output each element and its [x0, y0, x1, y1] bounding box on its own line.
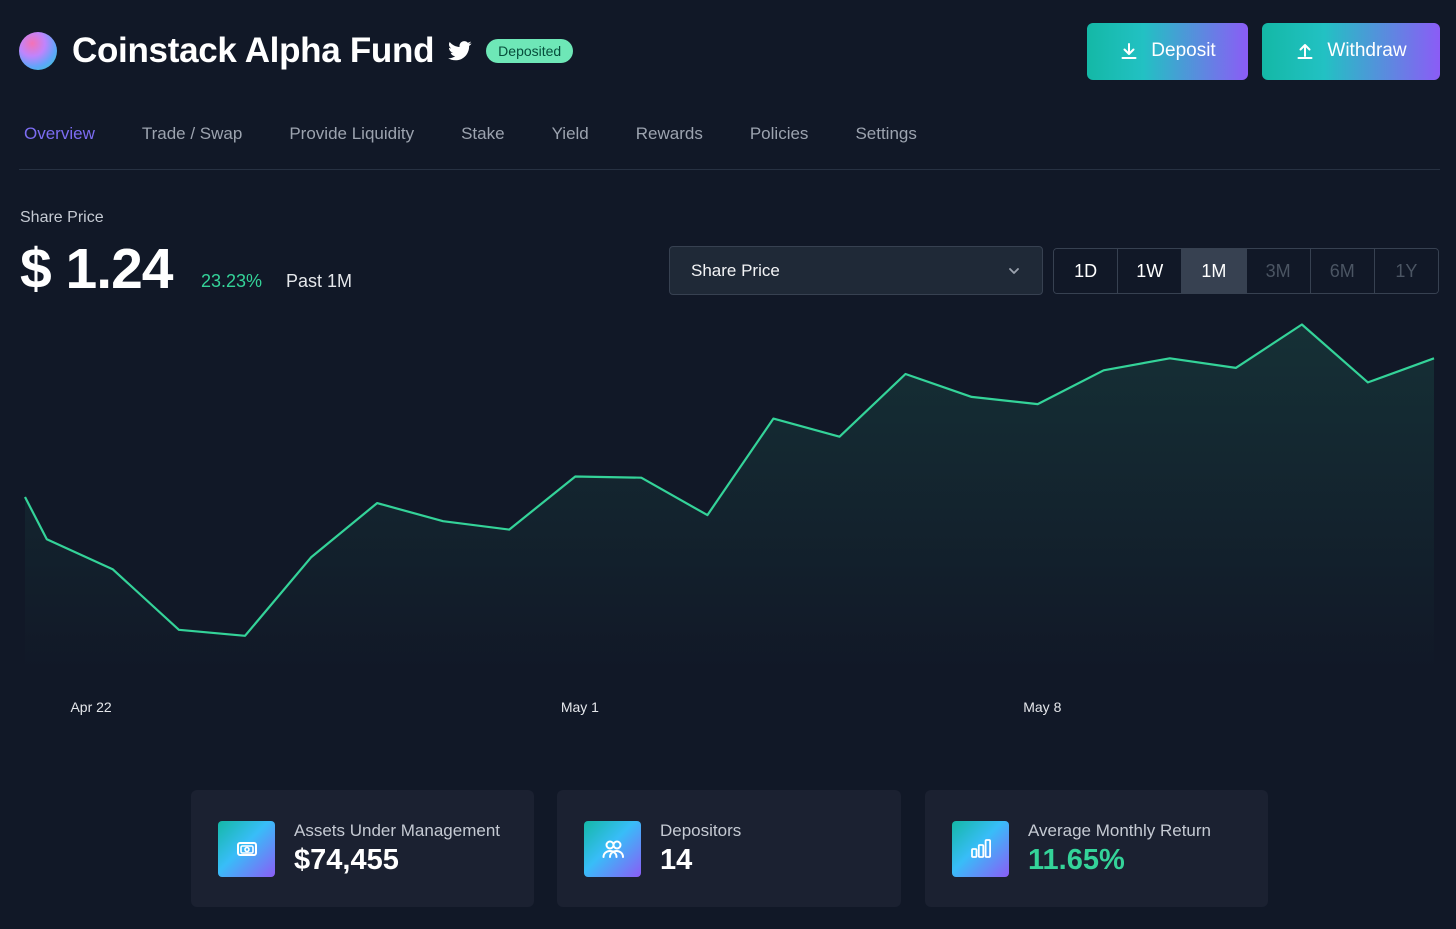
metric-select[interactable]: Share Price: [669, 246, 1043, 295]
tabs-divider: [19, 169, 1440, 170]
range-selector: 1D 1W 1M 3M 6M 1Y: [1053, 248, 1439, 294]
download-icon: [1121, 43, 1137, 59]
chart-series-line: [24, 323, 1435, 637]
withdraw-button[interactable]: Withdraw: [1262, 22, 1440, 80]
fund-title: Coinstack Alpha Fund: [72, 31, 435, 70]
tab-rewards[interactable]: Rewards: [635, 124, 703, 143]
range-6m: 6M: [1310, 249, 1375, 293]
share-price-label: Share Price: [20, 209, 104, 226]
fund-tabs: Overview Trade / Swap Provide Liquidity …: [24, 124, 964, 144]
tab-stake[interactable]: Stake: [461, 124, 505, 143]
stat-value: $74,455: [294, 844, 399, 876]
tab-settings[interactable]: Settings: [855, 124, 917, 143]
range-1d[interactable]: 1D: [1054, 249, 1119, 293]
stat-label: Assets Under Management: [294, 821, 500, 840]
deposit-button[interactable]: Deposit: [1087, 22, 1248, 80]
share-price-chart[interactable]: Apr 22 May 1 May 8: [0, 300, 1456, 730]
tab-overview[interactable]: Overview: [24, 124, 95, 143]
gradient-orb-icon: [19, 32, 57, 70]
stat-card-avg-return: Average Monthly Return 11.65%: [925, 790, 1268, 907]
metric-select-value: Share Price: [691, 260, 780, 280]
stat-value: 14: [660, 844, 693, 876]
upload-icon: [1297, 44, 1313, 59]
x-tick-label: Apr 22: [70, 699, 111, 715]
range-1w[interactable]: 1W: [1118, 249, 1183, 293]
share-price-value: $ 1.24: [20, 237, 173, 301]
stat-card-depositors: Depositors 14: [557, 790, 901, 907]
money-icon: [218, 821, 275, 877]
stat-card-aum: Assets Under Management $74,455: [191, 790, 534, 907]
tab-trade-swap[interactable]: Trade / Swap: [141, 124, 243, 143]
tab-yield[interactable]: Yield: [551, 124, 589, 143]
twitter-icon[interactable]: [448, 41, 472, 61]
deposit-button-label: Deposit: [1151, 40, 1216, 61]
fund-header: Coinstack Alpha Fund Deposited Deposit W…: [19, 22, 1440, 80]
range-3m: 3M: [1246, 249, 1311, 293]
chart-area-fill: [25, 324, 1434, 672]
users-icon: [584, 821, 641, 877]
x-tick-label: May 8: [1023, 699, 1061, 715]
stat-label: Depositors: [660, 821, 742, 840]
tab-policies[interactable]: Policies: [749, 124, 809, 143]
range-1y: 1Y: [1374, 249, 1438, 293]
bar-chart-icon: [952, 821, 1009, 877]
stat-value: 11.65%: [1028, 844, 1125, 876]
tab-provide-liquidity[interactable]: Provide Liquidity: [289, 124, 415, 143]
header-actions: Deposit Withdraw: [1087, 22, 1440, 80]
deposited-badge: Deposited: [486, 39, 574, 63]
chevron-down-icon: [1009, 267, 1019, 274]
range-1m[interactable]: 1M: [1182, 249, 1247, 293]
share-price-period: Past 1M: [286, 271, 353, 291]
x-tick-label: May 1: [561, 699, 599, 715]
withdraw-button-label: Withdraw: [1327, 40, 1407, 61]
share-price-change: 23.23%: [201, 271, 263, 291]
stat-label: Average Monthly Return: [1028, 821, 1212, 840]
